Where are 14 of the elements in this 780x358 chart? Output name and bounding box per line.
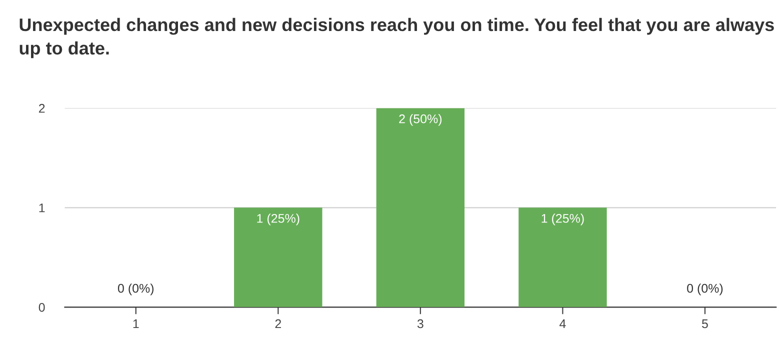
x-tick-label: 1: [133, 319, 139, 328]
x-tick-label: 4: [560, 319, 566, 328]
data-label: 0 (0%): [687, 284, 723, 296]
data-label: 1 (25%): [542, 214, 584, 226]
y-tick-label: 0: [38, 302, 45, 312]
x-tick-label: 5: [702, 319, 708, 328]
data-label: 0 (0%): [118, 284, 154, 296]
data-label: 1 (25%): [257, 214, 300, 226]
x-tick-label: 3: [417, 319, 424, 328]
y-tick-label: 1: [39, 204, 45, 212]
x-tick-label: 2: [275, 319, 281, 328]
chart-title: Unexpected changes and new decisions reach you on time. You feel that you are always up to date.: [20, 18, 774, 58]
y-tick-label: 2: [38, 104, 45, 113]
data-label: 2 (50%): [399, 114, 442, 126]
